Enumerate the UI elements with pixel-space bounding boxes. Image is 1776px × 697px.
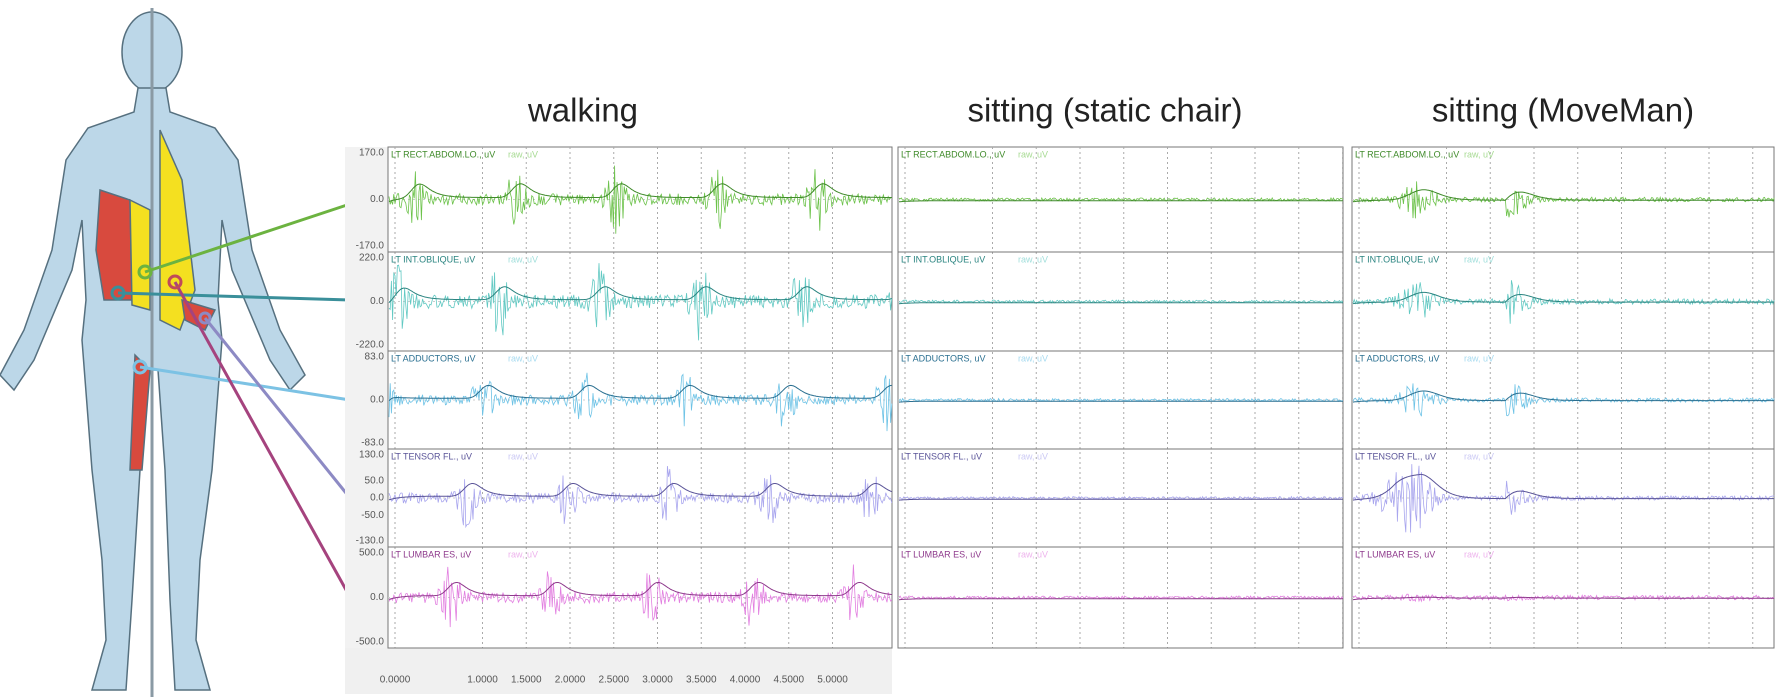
raw-label: raw, uV <box>508 549 538 559</box>
channel-label: LT LUMBAR ES, uV <box>1355 549 1435 559</box>
raw-label: raw, uV <box>508 353 538 363</box>
panel-title: sitting (static chair) <box>967 92 1242 129</box>
y-tick-label: 0.0 <box>370 493 384 504</box>
x-tick-label: 4.0000 <box>730 675 761 686</box>
x-tick-label: 5.0000 <box>817 675 848 686</box>
raw-label: raw, uV <box>1464 451 1494 461</box>
emg-raw-trace <box>1352 181 1775 219</box>
channel-label: LT RECT.ABDOM.LO., uV <box>1355 149 1459 159</box>
channel-label: LT TENSOR FL., uV <box>391 451 472 461</box>
emg-envelope <box>1352 291 1775 305</box>
emg-raw-trace <box>388 564 893 628</box>
emg-envelope <box>1352 390 1775 403</box>
emg-raw-trace <box>388 263 893 341</box>
channel-label: LT ADDUCTORS, uV <box>1355 353 1440 363</box>
channel-label: LT LUMBAR ES, uV <box>391 549 471 559</box>
raw-label: raw, uV <box>1018 353 1048 363</box>
panel-title: walking <box>527 92 638 129</box>
panel-title: sitting (MoveMan) <box>1432 92 1694 129</box>
raw-label: raw, uV <box>508 149 538 159</box>
emg-envelope <box>898 598 1343 601</box>
raw-label: raw, uV <box>1464 549 1494 559</box>
y-tick-label: 220.0 <box>359 253 384 264</box>
channel-label: LT RECT.ABDOM.LO., uV <box>901 149 1005 159</box>
channel-label: LT TENSOR FL., uV <box>901 451 982 461</box>
x-tick-label: 2.5000 <box>598 675 629 686</box>
emg-envelope <box>898 498 1343 501</box>
emg-envelope <box>898 400 1343 403</box>
y-tick-label: 0.0 <box>370 296 384 307</box>
y-tick-label: 0.0 <box>370 395 384 406</box>
emg-raw-trace <box>388 465 893 529</box>
x-tick-label: 1.0000 <box>467 675 498 686</box>
channel-label: LT ADDUCTORS, uV <box>901 353 986 363</box>
y-tick-label: -83.0 <box>361 438 384 449</box>
raw-label: raw, uV <box>1018 149 1048 159</box>
raw-label: raw, uV <box>1464 149 1494 159</box>
y-tick-label: 170.0 <box>359 148 384 159</box>
body-figure <box>0 8 306 697</box>
y-tick-label: -50.0 <box>361 510 384 521</box>
emg-envelope <box>1352 473 1775 501</box>
y-tick-label: -220.0 <box>356 340 385 351</box>
x-tick-label: 2.0000 <box>555 675 586 686</box>
connectors <box>110 202 352 598</box>
x-tick-label: 4.5000 <box>773 675 804 686</box>
channel-label: LT ADDUCTORS, uV <box>391 353 476 363</box>
emg-raw-trace <box>388 372 893 432</box>
emg-envelope <box>1352 596 1775 601</box>
y-tick-label: -170.0 <box>356 241 385 252</box>
y-tick-label: 500.0 <box>359 548 384 559</box>
emg-envelope <box>388 384 892 402</box>
channel-label: LT TENSOR FL., uV <box>1355 451 1436 461</box>
emg-raw-trace <box>898 495 1344 501</box>
x-tick-label: 0.0000 <box>380 675 411 686</box>
emg-envelope <box>388 483 892 501</box>
emg-envelope <box>898 302 1343 305</box>
y-tick-label: 50.0 <box>365 475 385 486</box>
channel-label: LT INT.OBLIQUE, uV <box>1355 254 1439 264</box>
raw-label: raw, uV <box>1018 254 1048 264</box>
x-axis-strip <box>345 648 892 694</box>
emg-raw-trace <box>388 165 892 234</box>
x-tick-label: 3.5000 <box>686 675 717 686</box>
channel-label: LT INT.OBLIQUE, uV <box>901 254 985 264</box>
plot-area <box>897 146 1344 649</box>
y-tick-label: 0.0 <box>370 194 384 205</box>
emg-envelope <box>1352 189 1775 203</box>
emg-raw-trace <box>1352 593 1775 603</box>
raw-label: raw, uV <box>1018 549 1048 559</box>
emg-envelope <box>898 200 1343 203</box>
raw-label: raw, uV <box>1018 451 1048 461</box>
axis-strip <box>345 147 388 648</box>
emg-envelope <box>388 286 892 303</box>
raw-label: raw, uV <box>508 254 538 264</box>
raw-label: raw, uV <box>1464 254 1494 264</box>
channel-label: LT RECT.ABDOM.LO., uV <box>391 149 495 159</box>
emg-raw-trace <box>898 595 1344 600</box>
emg-raw-trace <box>898 397 1344 403</box>
y-tick-label: 0.0 <box>370 592 384 603</box>
raw-label: raw, uV <box>1464 353 1494 363</box>
x-tick-label: 3.0000 <box>642 675 673 686</box>
emg-envelope <box>388 183 892 202</box>
y-tick-label: 83.0 <box>365 352 385 363</box>
emg-envelope <box>388 582 892 600</box>
channel-label: LT INT.OBLIQUE, uV <box>391 254 475 264</box>
channel-label: LT LUMBAR ES, uV <box>901 549 981 559</box>
y-tick-label: -130.0 <box>356 536 385 547</box>
y-tick-label: 130.0 <box>359 450 384 461</box>
x-tick-label: 1.5000 <box>511 675 542 686</box>
raw-label: raw, uV <box>508 451 538 461</box>
emg-raw-trace <box>898 197 1344 202</box>
y-tick-label: -500.0 <box>356 637 385 648</box>
